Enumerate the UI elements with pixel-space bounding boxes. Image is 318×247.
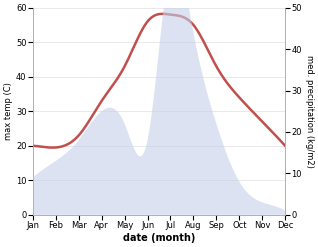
X-axis label: date (month): date (month) (123, 233, 195, 243)
Y-axis label: med. precipitation (kg/m2): med. precipitation (kg/m2) (305, 55, 314, 168)
Y-axis label: max temp (C): max temp (C) (4, 82, 13, 140)
